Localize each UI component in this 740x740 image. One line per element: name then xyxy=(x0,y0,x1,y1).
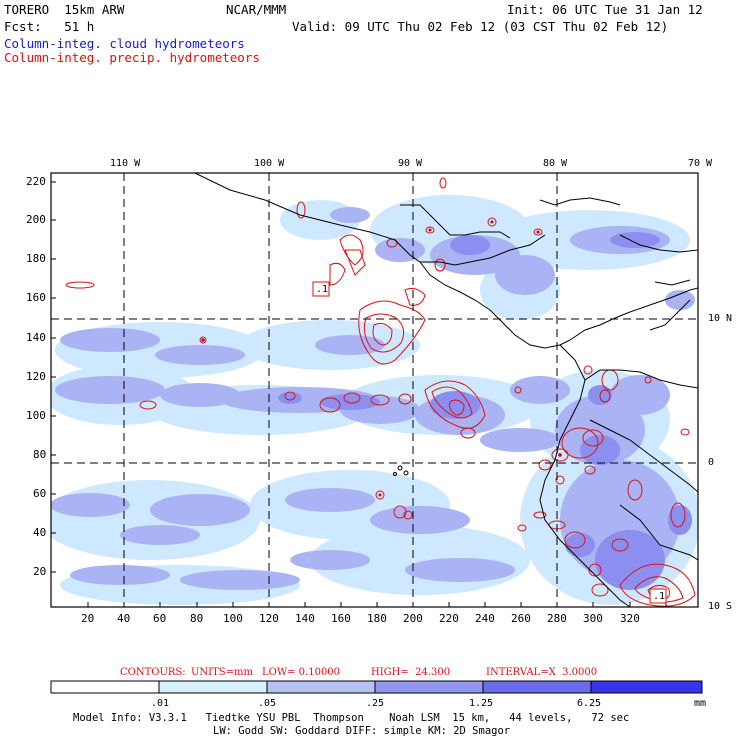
x-tick-label: 80 xyxy=(190,612,204,625)
x-tick-label: 240 xyxy=(475,612,495,625)
x-tick-label: 40 xyxy=(117,612,131,625)
colorbar-bin xyxy=(374,680,484,694)
contours-high: HIGH= 24.300 xyxy=(371,667,451,678)
lat-label: 0 xyxy=(708,457,715,468)
x-tick-label: 320 xyxy=(620,612,640,625)
lat-label: 10 N xyxy=(708,313,733,324)
x-tick-label: 220 xyxy=(439,612,459,625)
contour-label: .1 xyxy=(316,284,329,295)
lon-label: 70 W xyxy=(688,158,713,169)
contours-interval: INTERVAL=X 3.0000 xyxy=(486,667,598,678)
colorbar-unit: mm xyxy=(694,698,707,709)
lon-label: 100 W xyxy=(254,158,285,169)
contour-label-box xyxy=(312,281,330,297)
colorbar-bin xyxy=(50,680,160,694)
x-tick-label: 200 xyxy=(403,612,423,625)
colorbar-bin xyxy=(266,680,376,694)
lon-label: 90 W xyxy=(398,158,423,169)
colorbar-bin xyxy=(590,680,703,694)
field-precip-title: Column-integ. precip. hydrometeors xyxy=(4,50,260,65)
colorbar xyxy=(50,680,703,694)
y-tick-label: 180 xyxy=(26,252,46,265)
precip-contours xyxy=(65,177,696,607)
y-tick-label: 160 xyxy=(26,291,46,304)
colorbar-bin xyxy=(482,680,592,694)
init-time: Init: 06 UTC Tue 31 Jan 12 xyxy=(507,2,703,17)
contours-low: LOW= 0.10000 xyxy=(262,667,341,678)
model-name: TORERO 15km ARW xyxy=(4,2,125,17)
coastlines xyxy=(194,173,698,607)
graticule xyxy=(51,173,698,607)
contours-label: CONTOURS: xyxy=(120,667,186,678)
contours-units: UNITS=mm xyxy=(191,667,253,678)
y-tick-label: 120 xyxy=(26,370,46,383)
forecast-hour: Fcst: 51 h xyxy=(4,19,95,34)
cloud-dark-areas xyxy=(278,232,692,590)
model-physics: LW: Godd SW: Goddard DIFF: simple KM: 2D… xyxy=(213,725,511,737)
y-tick-label: 20 xyxy=(33,565,47,578)
organization: NCAR/MMM xyxy=(226,2,287,17)
x-tick-label: 100 xyxy=(223,612,243,625)
y-tick-label: 60 xyxy=(33,487,47,500)
y-tick-label: 220 xyxy=(26,175,46,188)
lon-label: 80 W xyxy=(543,158,568,169)
colorbar-tick: .05 xyxy=(258,698,277,709)
map-frame xyxy=(50,172,699,608)
colorbar-tick: .25 xyxy=(366,698,385,709)
y-tick-label: 40 xyxy=(33,526,47,539)
x-tick-label: 20 xyxy=(81,612,95,625)
cloud-field xyxy=(51,173,698,607)
x-tick-label: 60 xyxy=(153,612,167,625)
colorbar-tick: .01 xyxy=(151,698,170,709)
precip-cores xyxy=(201,220,562,497)
y-tick-label: 200 xyxy=(26,213,46,226)
valid-time: Valid: 09 UTC Thu 02 Feb 12 (03 CST Thu … xyxy=(292,19,669,34)
y-tick-label: 80 xyxy=(33,448,47,461)
y-tick-label: 100 xyxy=(26,409,46,422)
x-tick-label: 160 xyxy=(331,612,351,625)
x-tick-label: 140 xyxy=(295,612,315,625)
y-tick-label: 140 xyxy=(26,331,46,344)
x-tick-label: 280 xyxy=(547,612,567,625)
contour-label: .1 xyxy=(653,591,666,602)
colorbar-tick: 1.25 xyxy=(469,698,494,709)
field-cloud-title: Column-integ. cloud hydrometeors xyxy=(4,36,245,51)
x-tick-label: 300 xyxy=(583,612,603,625)
x-tick-label: 260 xyxy=(511,612,531,625)
x-tick-label: 120 xyxy=(259,612,279,625)
model-info: Model Info: V3.3.1 Tiedtke YSU PBL Thomp… xyxy=(73,712,630,724)
left-ticks xyxy=(51,181,56,573)
contour-label-box xyxy=(649,588,667,604)
colorbar-tick: 6.25 xyxy=(577,698,602,709)
x-tick-label: 180 xyxy=(367,612,387,625)
lat-label: 10 S xyxy=(708,601,733,612)
lon-label: 110 W xyxy=(110,158,141,169)
colorbar-bin xyxy=(158,680,268,694)
